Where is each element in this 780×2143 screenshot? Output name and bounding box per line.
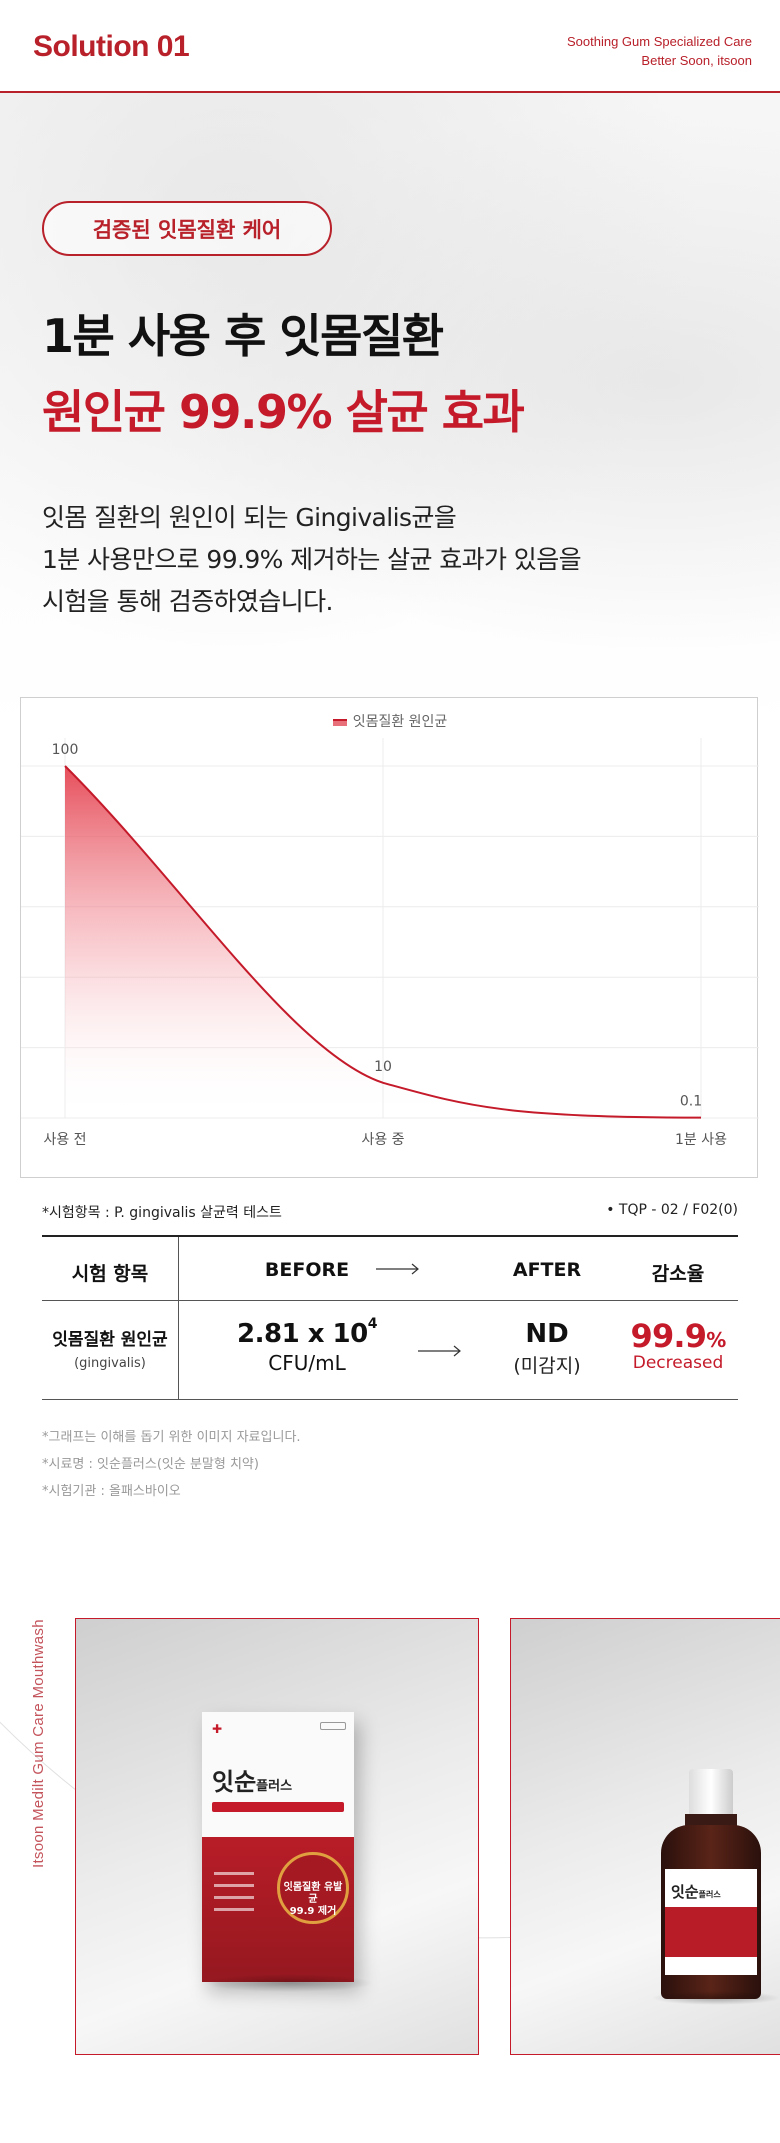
before-exponent: 4 [367,1316,378,1333]
legend-label: 잇몸질환 원인균 [352,714,448,730]
data-label: 0.1 [680,1094,702,1110]
box-text-lines [214,1872,254,1920]
toothpaste-box-image: ✚ 잇순플러스 잇몸질환 유발균 99.9 제거 [202,1712,354,1982]
description-line-3: 시험을 통해 검증하였습니다. [42,587,333,616]
box-badge-line-2: 99.9 제거 [289,1906,337,1917]
chart-canvas: 100 10 0.1 사용 전 사용 중 1분 사용 [21,738,759,1148]
box-top [202,1712,354,1837]
series-line [64,765,702,1119]
box-brand-name: 잇순 [212,1768,257,1796]
reduction-base: 99.9 [630,1317,707,1355]
series-area [65,766,701,1118]
section-title: Solution 01 [33,30,190,63]
row-label-main: 잇몸질환 원인균 [52,1330,168,1350]
footnote-3: *시험기관 : 올패스바이오 [42,1484,181,1499]
box-shadow [204,1974,374,1992]
header-after: AFTER [512,1259,582,1281]
bottle-brand-suffix: 플러스 [698,1890,721,1899]
box-brand: 잇순플러스 [212,1762,292,1797]
bottle-shadow [651,1991,780,2005]
description-line-2: 1분 사용만으로 99.9% 제거하는 살균 효과가 있음을 [42,545,582,574]
after-value: ND (미감지) [482,1319,612,1378]
x-tick-label: 사용 중 [361,1132,404,1148]
description: 잇몸 질환의 원인이 되는 Gingivalis균을 1분 사용만으로 99.9… [42,497,742,623]
bottle-brand-name: 잇순 [671,1883,699,1901]
chart-legend: 잇몸질환 원인균 [21,711,759,731]
reduction-percent: % [706,1328,726,1352]
tagline-line-1: Soothing Gum Specialized Care [567,34,752,49]
row-label-sub: (gingivalis) [74,1356,146,1371]
x-tick-label: 1분 사용 [675,1132,727,1148]
before-number: 2.81 x 104 [232,1316,382,1349]
header-reduction: 감소율 [651,1263,705,1285]
box-brand-suffix: 플러스 [256,1779,293,1794]
bottle-brand: 잇순플러스 [671,1881,721,1902]
reduction-number: 99.9% [618,1317,738,1355]
row-label: 잇몸질환 원인균 (gingivalis) [42,1325,178,1371]
test-info: *시험항목 : P. gingivalis 살균력 테스트 • TQP - 02… [42,1202,738,1222]
test-code: • TQP - 02 / F02(0) [606,1202,738,1218]
headline-line-2: 원인균 99.9% 살균 효과 [42,385,525,439]
headline-line-1: 1분 사용 후 잇몸질환 [42,309,444,363]
box-badge-line-1: 잇몸질환 유발균 [283,1882,343,1905]
x-tick-label: 사용 전 [43,1132,86,1148]
footnote-1: *그래프는 이해를 돕기 위한 이미지 자료입니다. [42,1430,301,1445]
header-test-item: 시험 항목 [71,1263,149,1285]
product-photo-bottle: 잇순플러스 [510,1618,780,2055]
tagline-line-2: Better Soon, itsoon [641,53,752,68]
result-table: 시험 항목 BEFORE AFTER 감소율 잇몸질환 원인균 (gingiva… [42,1235,738,1400]
test-item: *시험항목 : P. gingivalis 살균력 테스트 [42,1205,282,1221]
product-photo-box: ✚ 잇순플러스 잇몸질환 유발균 99.9 제거 [75,1618,479,2055]
bacteria-chart: 잇몸질환 원인균 100 10 0.1 사용 전 사용 중 1분 사용 [20,697,759,1178]
mouthwash-bottle-image: 잇순플러스 [661,1769,761,1999]
brand-tagline: Soothing Gum Specialized Care Better Soo… [567,32,752,70]
header: Solution 01 Soothing Gum Specialized Car… [0,0,780,93]
bottle-label-red [665,1907,757,1957]
table-divider [178,1237,179,1400]
arrow-right-icon [418,1345,461,1357]
after-unit: (미감지) [513,1355,581,1377]
reduction-value: 99.9% Decreased [618,1317,738,1373]
box-badge-ring [277,1852,349,1924]
before-value: 2.81 x 104 CFU/mL [232,1316,382,1375]
legend-swatch [332,718,347,726]
bottle-cap [689,1769,733,1814]
footnotes: *그래프는 이해를 돕기 위한 이미지 자료입니다. *시료명 : 잇순플러스(… [42,1424,301,1505]
arrow-right-icon [376,1263,419,1275]
data-label: 10 [374,1059,392,1075]
box-redbar [212,1802,344,1812]
bottle-neck [685,1814,737,1828]
footnote-2: *시료명 : 잇순플러스(잇순 분말형 치약) [42,1457,259,1472]
verified-care-badge: 검증된 잇몸질환 케어 [42,201,332,256]
header-before: BEFORE [264,1259,350,1281]
chart-labels: 100 10 0.1 사용 전 사용 중 1분 사용 [43,742,727,1148]
box-badge [320,1722,346,1730]
bottle-label: 잇순플러스 [665,1869,757,1975]
box-badge-text: 잇몸질환 유발균 99.9 제거 [281,1882,345,1918]
background-texture [0,92,780,732]
before-base: 2.81 x 10 [237,1319,368,1349]
reduction-label: Decreased [632,1353,724,1373]
side-product-text: Itsoon Medilt Gum Care Mouthwash [30,1619,47,1868]
after-number: ND [525,1319,569,1349]
data-label: 100 [52,742,79,758]
brand-plus-icon: ✚ [212,1722,223,1736]
table-header: 시험 항목 BEFORE AFTER 감소율 [42,1237,738,1301]
description-line-1: 잇몸 질환의 원인이 되는 Gingivalis균을 [42,503,457,532]
before-unit: CFU/mL [268,1351,346,1375]
